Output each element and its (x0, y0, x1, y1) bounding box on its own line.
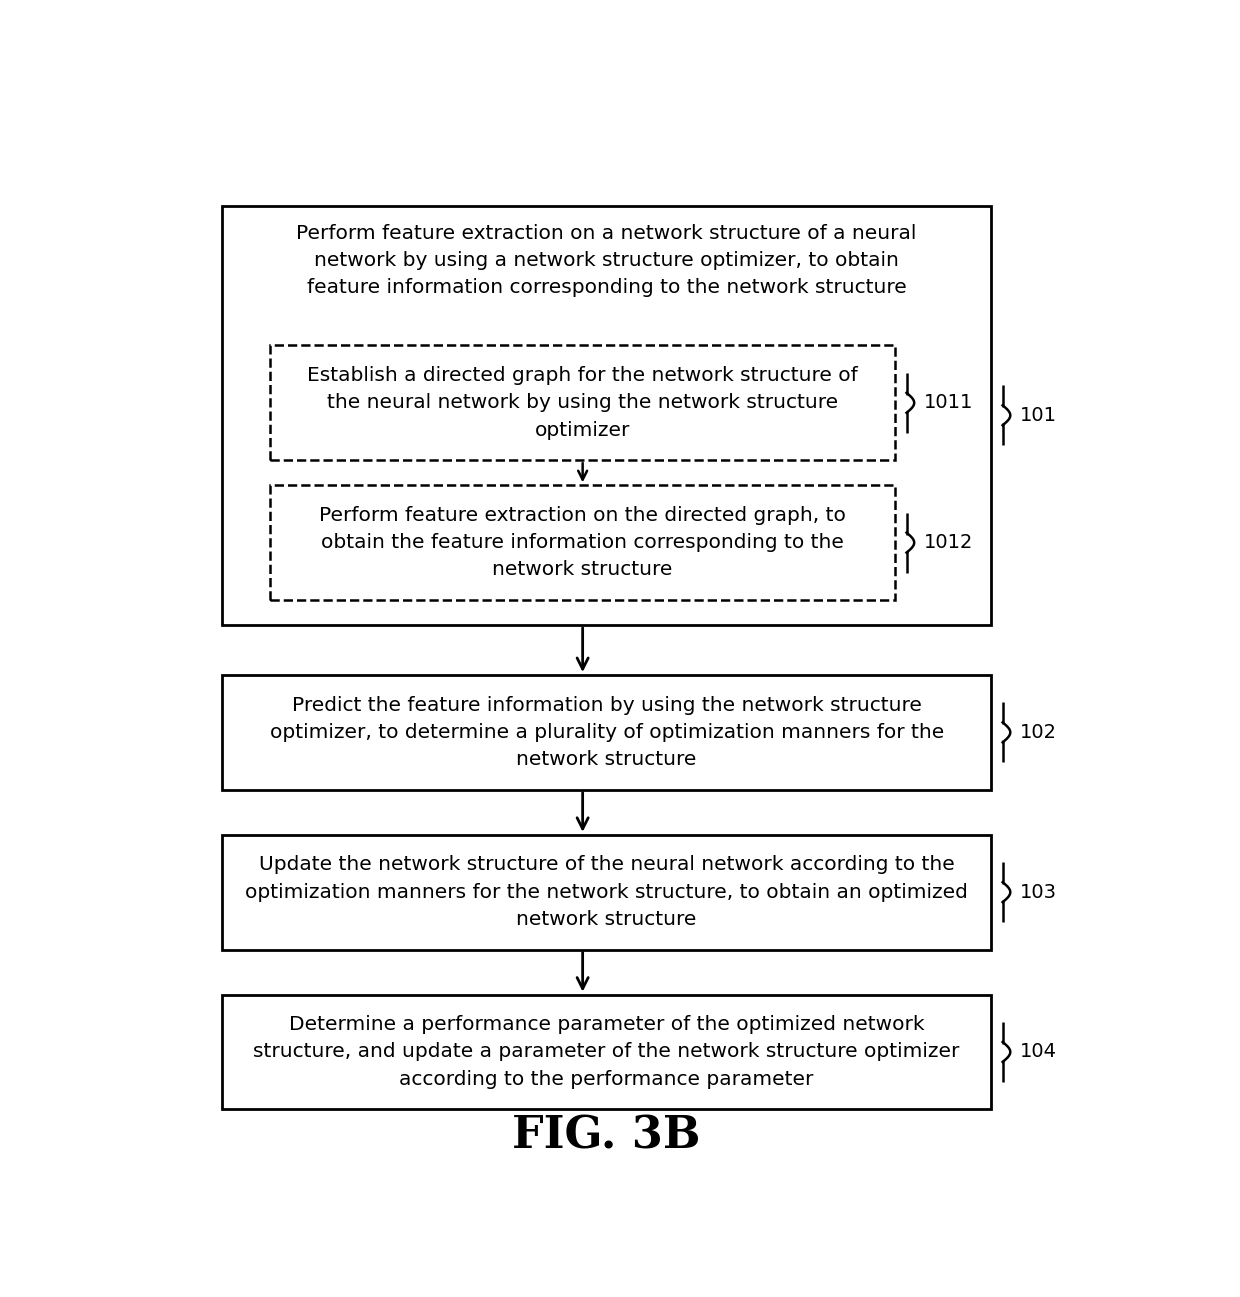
Text: Update the network structure of the neural network according to the
optimization: Update the network structure of the neur… (246, 856, 968, 929)
Text: Predict the feature information by using the network structure
optimizer, to det: Predict the feature information by using… (269, 695, 944, 769)
Bar (222, 674, 991, 790)
Text: Determine a performance parameter of the optimized network
structure, and update: Determine a performance parameter of the… (253, 1016, 960, 1088)
Bar (270, 485, 895, 601)
Bar (222, 835, 991, 949)
Text: Perform feature extraction on a network structure of a neural
network by using a: Perform feature extraction on a network … (296, 224, 916, 297)
Bar (222, 206, 991, 625)
Text: 101: 101 (1021, 406, 1056, 425)
Bar (222, 995, 991, 1109)
Text: 1012: 1012 (924, 533, 973, 553)
Text: 103: 103 (1021, 883, 1056, 901)
Text: 102: 102 (1021, 722, 1056, 742)
Text: 1011: 1011 (924, 393, 973, 412)
Bar (270, 345, 895, 460)
Text: Establish a directed graph for the network structure of
the neural network by us: Establish a directed graph for the netwo… (308, 366, 858, 440)
Text: 104: 104 (1021, 1043, 1056, 1061)
Text: Perform feature extraction on the directed graph, to
obtain the feature informat: Perform feature extraction on the direct… (319, 506, 846, 580)
Text: FIG. 3B: FIG. 3B (512, 1115, 701, 1158)
